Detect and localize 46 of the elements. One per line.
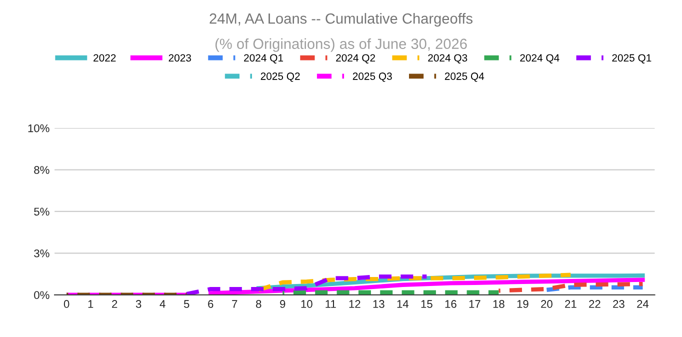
x-tick-label: 3 (136, 300, 142, 308)
x-tick-label: 8 (256, 300, 262, 308)
line-series (256, 272, 573, 292)
line-series (496, 282, 645, 293)
legend-label: 2025 Q1 (612, 54, 652, 64)
y-tick-label: 10% (28, 124, 50, 132)
line-series (184, 274, 429, 295)
x-tick-label: 17 (469, 300, 480, 308)
legend-label: 2023 (168, 54, 191, 62)
x-tick-label: 2 (112, 300, 118, 308)
x-tick-label: 13 (373, 300, 384, 308)
x-tick-label: 4 (160, 300, 166, 308)
x-tick-label: 12 (349, 300, 360, 308)
legend-label: 2024 Q2 (336, 54, 376, 64)
x-tick-label: 22 (589, 300, 600, 308)
y-tick-label: 3% (34, 249, 50, 258)
x-tick-label: 23 (613, 300, 624, 308)
legend-label: 2024 Q4 (520, 54, 560, 64)
y-tick-label: 5% (34, 208, 50, 216)
x-tick-label: 6 (208, 300, 214, 308)
x-tick-label: 16 (445, 300, 456, 308)
legend-label: 2022 (94, 54, 116, 62)
legend-label: 2024 Q1 (244, 54, 283, 64)
y-tick-label: 0% (34, 291, 50, 300)
x-tick-label: 24 (637, 300, 649, 308)
chart-title: 24M, AA Loans -- Cumulative Chargeoffs (210, 13, 472, 27)
chart-subtitle: (% of Originations) as of June 30, 2026 (215, 38, 467, 52)
legend-label: 2024 Q3 (428, 54, 468, 64)
x-tick-label: 7 (232, 300, 238, 308)
x-tick-label: 9 (280, 300, 286, 308)
x-tick-label: 10 (301, 300, 312, 308)
legend-label: 2025 Q3 (352, 72, 392, 82)
x-tick-label: 20 (541, 300, 552, 308)
x-tick-label: 5 (184, 300, 190, 308)
x-tick-label: 0 (64, 300, 70, 308)
x-tick-label: 1 (88, 300, 94, 308)
x-tick-label: 19 (517, 300, 528, 308)
y-tick-label: 8% (34, 166, 50, 174)
x-tick-label: 15 (421, 300, 432, 308)
x-tick-label: 14 (397, 300, 409, 308)
x-tick-label: 11 (326, 300, 336, 308)
x-tick-label: 18 (493, 300, 504, 308)
x-tick-label: 21 (565, 300, 576, 308)
legend-label: 2025 Q2 (260, 72, 300, 82)
line-series (208, 278, 645, 295)
legend-label: 2025 Q4 (444, 72, 484, 82)
